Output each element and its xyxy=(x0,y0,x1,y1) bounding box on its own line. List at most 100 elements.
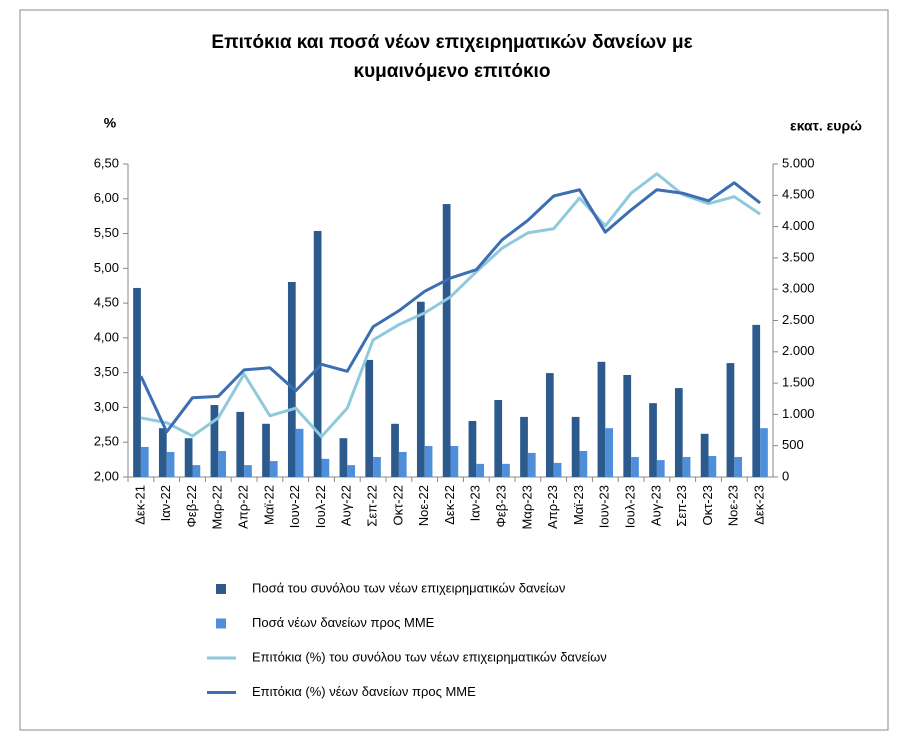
bar xyxy=(244,465,252,477)
y2-tick-label: 2.000 xyxy=(782,343,815,358)
y2-axis-label: εκατ. ευρώ xyxy=(790,118,862,134)
bar xyxy=(571,416,580,477)
bar xyxy=(527,452,536,477)
y2-tick-label: 3.500 xyxy=(782,249,815,264)
y-tick-label: 3,00 xyxy=(94,399,119,414)
bar xyxy=(494,400,503,477)
chart-title: κυμαινόμενο επιτόκιο xyxy=(354,61,551,82)
x-tick-label: Νοε-23 xyxy=(726,485,741,526)
bar xyxy=(700,433,709,477)
y2-tick-label: 3.000 xyxy=(782,281,815,296)
bar xyxy=(734,456,743,477)
bar xyxy=(631,456,639,477)
bar xyxy=(339,438,348,477)
bar xyxy=(321,458,330,477)
bar xyxy=(158,428,167,477)
bar xyxy=(313,230,322,477)
x-tick-label: Σεπ-23 xyxy=(674,485,689,527)
bar xyxy=(166,451,175,477)
bar xyxy=(553,462,562,477)
bar xyxy=(708,456,717,477)
y-tick-label: 3,50 xyxy=(94,364,119,379)
x-tick-label: Ιουν-23 xyxy=(597,485,612,528)
y-tick-label: 6,00 xyxy=(94,190,119,205)
y2-tick-label: 4.000 xyxy=(782,218,815,233)
x-tick-label: Νοε-22 xyxy=(416,485,431,526)
y2-tick-label: 0 xyxy=(782,468,789,483)
legend-label: Ποσά του συνόλου των νέων επιχειρηματικώ… xyxy=(252,580,565,595)
x-tick-label: Δεκ-23 xyxy=(752,485,767,525)
bar xyxy=(649,403,657,477)
x-tick-label: Δεκ-22 xyxy=(442,485,457,525)
x-tick-label: Ιουλ-22 xyxy=(313,485,328,528)
bar xyxy=(623,374,632,477)
y2-tick-label: 500 xyxy=(782,437,804,452)
y-tick-label: 2,00 xyxy=(94,468,119,483)
bar xyxy=(520,416,528,477)
x-tick-label: Μαρ-23 xyxy=(519,485,534,530)
bar xyxy=(656,460,665,477)
line xyxy=(139,181,762,434)
x-tick-label: Φεβ-22 xyxy=(184,485,199,527)
x-tick-label: Φεβ-23 xyxy=(494,485,509,527)
chart-title: Επιτόκια και ποσά νέων επιχειρηματικών δ… xyxy=(211,32,692,53)
line xyxy=(140,172,761,439)
y-tick-label: 2,50 xyxy=(94,434,119,449)
bar xyxy=(210,405,219,477)
x-tick-label: Δεκ-21 xyxy=(132,485,147,525)
x-tick-label: Αυγ-23 xyxy=(648,485,663,526)
bar xyxy=(295,428,304,477)
bar xyxy=(391,423,399,477)
bar xyxy=(218,451,227,477)
x-tick-label: Μαρ-22 xyxy=(210,485,225,530)
bar xyxy=(416,301,425,477)
y2-tick-label: 2.500 xyxy=(782,312,815,327)
bar xyxy=(476,463,485,477)
bar xyxy=(424,446,433,477)
bar xyxy=(726,363,735,477)
y-tick-label: 6,50 xyxy=(94,155,119,170)
chart-frame xyxy=(19,9,889,731)
bar xyxy=(140,446,149,477)
y2-tick-label: 1.500 xyxy=(782,375,815,390)
x-tick-label: Μαϊ-23 xyxy=(571,485,586,525)
bar xyxy=(579,451,588,477)
bar xyxy=(442,204,451,477)
y-tick-label: 5,50 xyxy=(94,225,119,240)
y-tick-label: 5,00 xyxy=(94,260,119,275)
y2-tick-label: 4.500 xyxy=(782,187,815,202)
bar xyxy=(752,324,761,477)
bar xyxy=(450,446,459,477)
bar xyxy=(373,456,381,477)
x-tick-label: Οκτ-23 xyxy=(700,485,715,526)
bar xyxy=(347,465,356,477)
bar xyxy=(184,438,193,477)
x-tick-label: Ιουλ-23 xyxy=(623,485,638,528)
x-tick-label: Ιαν-22 xyxy=(158,485,173,521)
bar xyxy=(674,388,683,477)
bar xyxy=(605,428,614,477)
y-axis-label: % xyxy=(104,115,117,131)
y-tick-label: 4,50 xyxy=(94,295,119,310)
bar xyxy=(597,361,606,477)
x-tick-label: Σεπ-22 xyxy=(365,485,380,527)
bar xyxy=(262,423,270,477)
legend-marker xyxy=(216,618,226,629)
bar xyxy=(502,463,510,477)
x-tick-label: Ιουν-22 xyxy=(287,485,302,528)
y2-tick-label: 5.000 xyxy=(782,155,815,170)
x-tick-label: Ιαν-23 xyxy=(468,485,483,521)
bar xyxy=(192,465,201,477)
legend-marker xyxy=(216,584,226,594)
bar xyxy=(365,359,374,477)
legend-label: Ποσά νέων δανείων προς ΜΜΕ xyxy=(252,615,435,630)
bar xyxy=(236,411,245,477)
x-tick-label: Μαϊ-22 xyxy=(261,485,276,525)
legend-label: Επιτόκια (%) του συνόλου των νέων επιχει… xyxy=(252,649,607,664)
bar xyxy=(545,373,554,477)
bar xyxy=(133,287,141,477)
x-tick-label: Οκτ-22 xyxy=(390,485,405,526)
y-tick-label: 4,00 xyxy=(94,329,119,344)
legend-label: Επιτόκια (%) νέων δανείων προς ΜΜΕ xyxy=(252,684,476,699)
